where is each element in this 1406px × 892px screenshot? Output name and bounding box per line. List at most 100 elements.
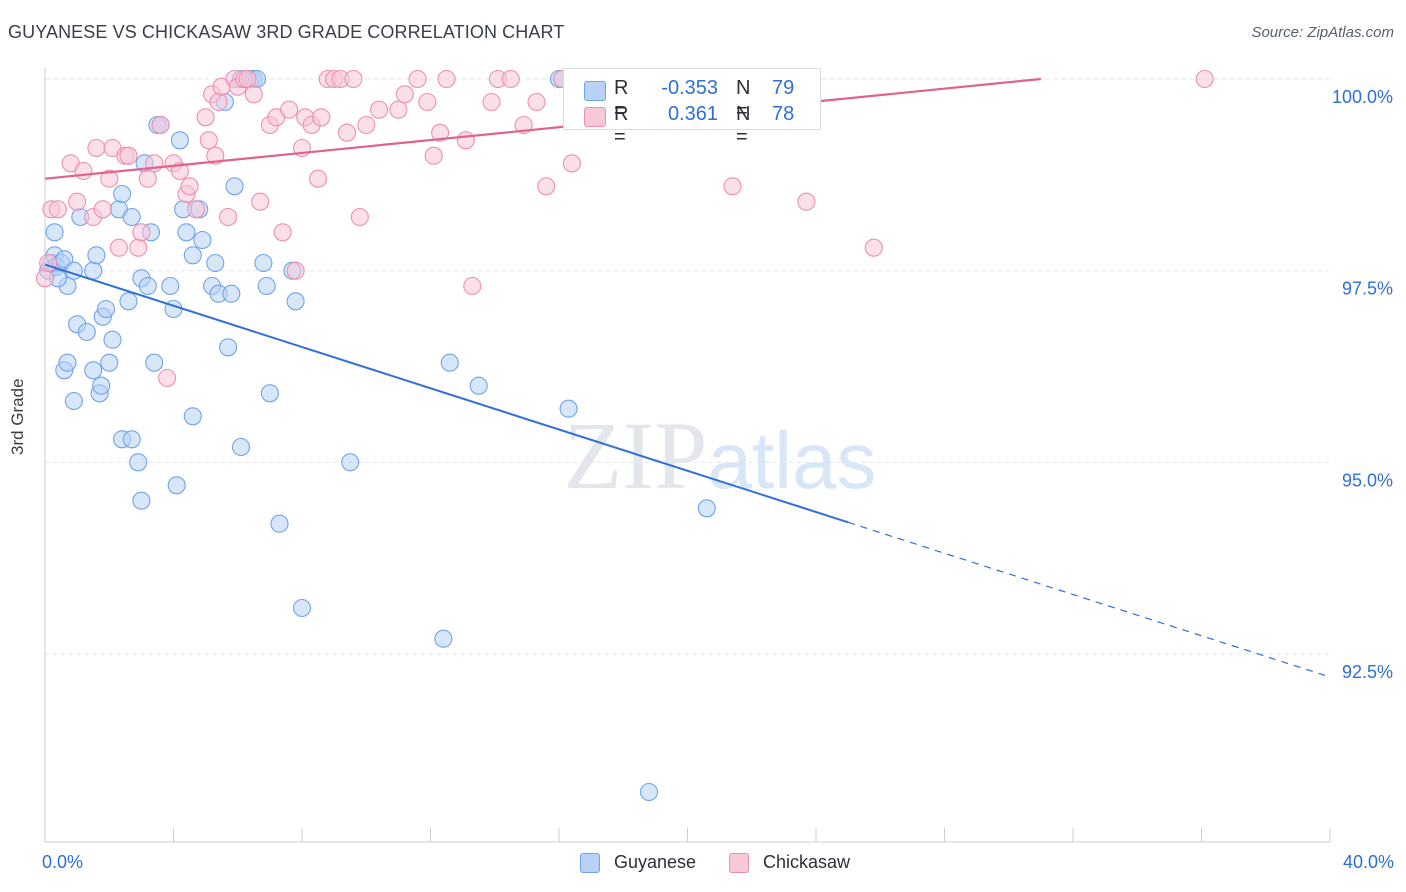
- chickasaw-point: [119, 146, 138, 165]
- guyanese-point: [45, 223, 64, 242]
- chickasaw-point: [93, 200, 112, 219]
- chickasaw-point: [186, 200, 206, 219]
- trend-lines: [44, 77, 1331, 678]
- chickasaw-point: [35, 269, 55, 288]
- chickasaw-point: [132, 223, 151, 242]
- guyanese-point: [206, 253, 225, 273]
- chickasaw-point: [562, 154, 581, 173]
- series-legend: Guyanese Chickasaw: [0, 852, 1406, 878]
- guyanese-point: [177, 223, 196, 242]
- chickasaw-point: [68, 192, 87, 211]
- x-tick-label-min: 0.0%: [42, 852, 84, 872]
- guyanese-point: [132, 491, 151, 510]
- guyanese-swatch: [580, 853, 600, 873]
- chickasaw-point: [280, 100, 299, 119]
- r-label: R =: [614, 77, 629, 122]
- guyanese-point: [469, 376, 488, 395]
- chickasaw-point: [244, 85, 263, 104]
- guyanese-point: [440, 353, 459, 372]
- chickasaw-point: [408, 69, 427, 89]
- guyanese-point: [113, 184, 132, 204]
- y-tick-label: 97.5%: [1342, 279, 1393, 299]
- chickasaw-point: [357, 115, 376, 135]
- guyanese-point: [122, 430, 141, 449]
- guyanese-point: [286, 292, 305, 311]
- chickasaw-trend-line: [44, 77, 1041, 180]
- chickasaw-point: [463, 276, 482, 296]
- chickasaw-point: [180, 177, 199, 196]
- guyanese-point: [122, 207, 141, 227]
- legend-label: Guyanese: [614, 852, 697, 872]
- chickasaw-point: [395, 85, 414, 104]
- chickasaw-swatch: [584, 107, 606, 127]
- guyanese-point: [260, 384, 279, 403]
- guyanese-swatch: [584, 81, 606, 101]
- guyanese-point: [559, 399, 578, 418]
- chickasaw-swatch: [729, 853, 749, 873]
- guyanese-point: [145, 353, 164, 372]
- chickasaw-point: [219, 207, 238, 227]
- chickasaw-point: [350, 207, 369, 227]
- chickasaw-point: [501, 69, 520, 89]
- guyanese-point: [167, 476, 186, 495]
- x-tick-label-max: 40.0%: [1342, 852, 1394, 872]
- guyanese-point: [161, 276, 180, 296]
- guyanese-point: [96, 299, 116, 319]
- chart-title: GUYANESE VS CHICKASAW 3RD GRADE CORRELAT…: [8, 22, 565, 42]
- chickasaw-point: [424, 146, 443, 165]
- chickasaw-point: [418, 92, 437, 112]
- watermark: ZIPatlas: [564, 402, 877, 509]
- guyanese-point: [219, 338, 238, 357]
- guyanese-point: [193, 230, 212, 250]
- guyanese-point: [341, 453, 360, 472]
- guyanese-point: [64, 391, 83, 411]
- chickasaw-point: [389, 100, 408, 119]
- chickasaw-point: [206, 146, 225, 165]
- chickasaw-point: [170, 161, 189, 181]
- chickasaw-point: [456, 131, 475, 150]
- guyanese-point: [697, 499, 716, 518]
- chickasaw-point: [74, 161, 93, 181]
- stats-legend: R = -0.353 N = 79 R = 0.361 N = 78: [563, 68, 821, 148]
- chickasaw-point: [1195, 69, 1214, 89]
- guyanese-point: [183, 246, 202, 265]
- source-credit: Source: ZipAtlas.com: [1251, 24, 1394, 41]
- chickasaw-point: [527, 92, 546, 112]
- grid-lines: [45, 78, 1330, 655]
- chickasaw-point: [864, 238, 883, 257]
- chickasaw-point: [723, 177, 742, 196]
- chickasaw-point: [87, 138, 106, 158]
- chickasaw-points: [35, 69, 1214, 388]
- chickasaw-point: [273, 223, 292, 242]
- guyanese-point: [257, 276, 276, 296]
- r-label: R =: [614, 103, 629, 148]
- chickasaw-point: [437, 69, 456, 89]
- guyanese-trend-extension: [847, 521, 1331, 678]
- guyanese-point: [254, 253, 273, 273]
- n-label: N =: [736, 77, 751, 122]
- n-label: N =: [736, 103, 751, 148]
- chickasaw-point: [158, 368, 177, 388]
- chickasaw-point: [251, 192, 270, 211]
- y-tick-label: 100.0%: [1332, 87, 1393, 107]
- guyanese-point: [292, 598, 312, 618]
- y-tick-label: 95.0%: [1342, 470, 1393, 490]
- n-value: 78: [772, 103, 795, 125]
- guyanese-point: [87, 246, 106, 265]
- chickasaw-point: [312, 108, 331, 127]
- y-tick-labels: 100.0% 97.5% 95.0% 92.5%: [1332, 87, 1393, 682]
- chickasaw-point: [109, 238, 128, 257]
- guyanese-point: [639, 782, 659, 802]
- guyanese-point: [100, 353, 119, 372]
- guyanese-points: [39, 69, 716, 802]
- chickasaw-point: [39, 253, 58, 273]
- chickasaw-point: [482, 92, 501, 112]
- guyanese-point: [183, 407, 202, 426]
- chickasaw-point: [309, 169, 328, 188]
- guyanese-point: [77, 322, 96, 342]
- n-value: 79: [772, 77, 795, 99]
- guyanese-point: [84, 261, 103, 280]
- guyanese-point: [434, 629, 453, 648]
- chickasaw-point: [797, 192, 816, 211]
